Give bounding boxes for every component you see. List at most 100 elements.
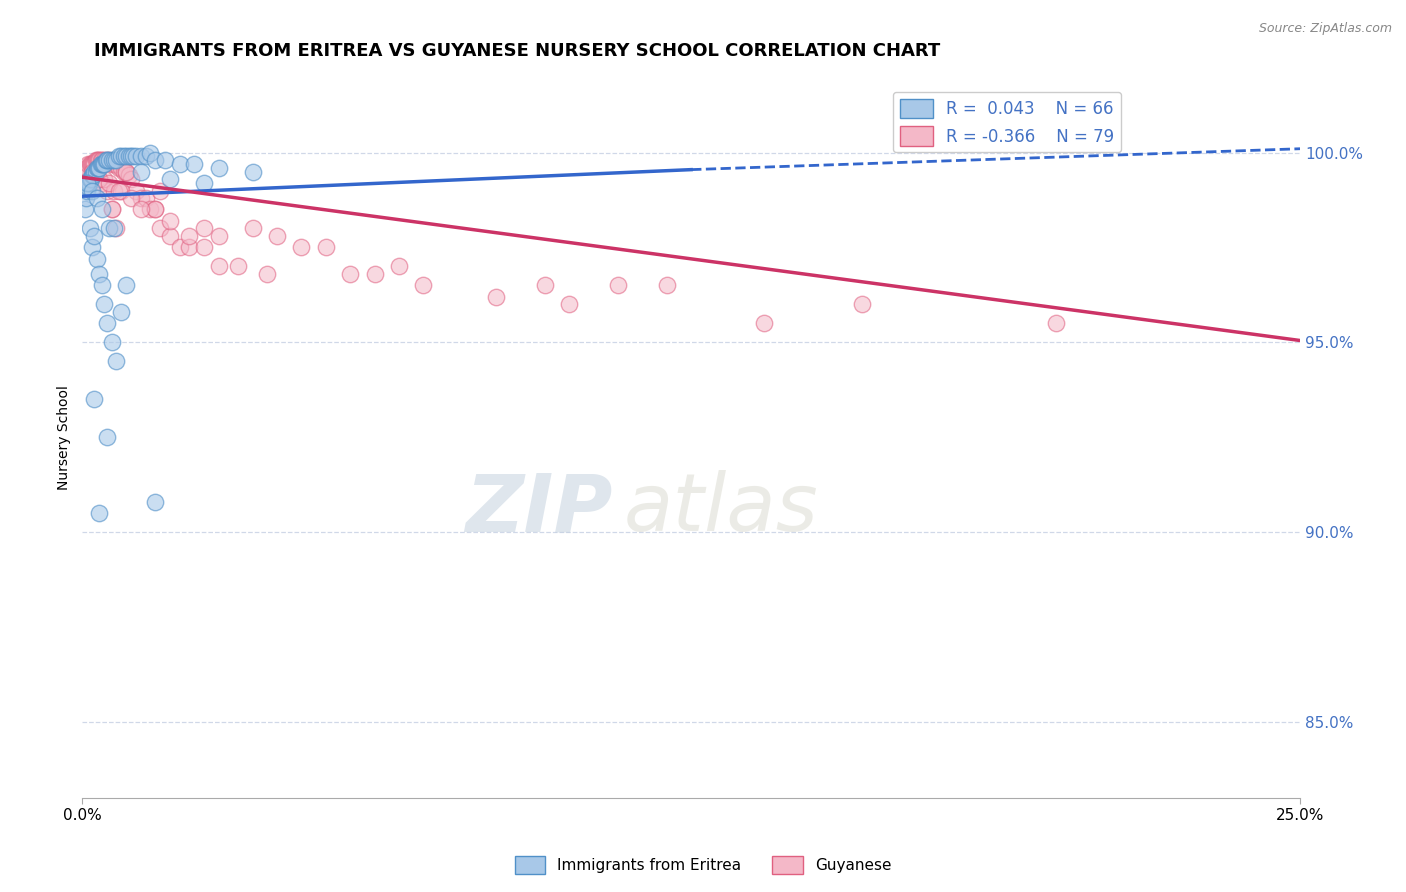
Point	[86, 191, 108, 205]
Legend: Immigrants from Eritrea, Guyanese: Immigrants from Eritrea, Guyanese	[509, 850, 897, 880]
Point	[90, 157, 112, 171]
Point	[77, 179, 100, 194]
Point	[242, 221, 264, 235]
Point	[105, 354, 128, 368]
Point	[79, 221, 101, 235]
Point	[75, 191, 97, 205]
Point	[87, 161, 110, 175]
Point	[83, 164, 105, 178]
Point	[76, 161, 98, 175]
Point	[96, 184, 118, 198]
Point	[93, 297, 115, 311]
Point	[120, 191, 142, 205]
Point	[89, 161, 111, 175]
Point	[93, 153, 115, 168]
Point	[103, 184, 125, 198]
Point	[135, 191, 157, 205]
Point	[290, 240, 312, 254]
Point	[208, 161, 231, 175]
Point	[90, 202, 112, 217]
Point	[86, 164, 108, 178]
Point	[143, 202, 166, 217]
Point	[143, 202, 166, 217]
Point	[80, 157, 103, 171]
Point	[110, 184, 132, 198]
Point	[110, 149, 132, 163]
Point	[89, 153, 111, 168]
Point	[139, 202, 162, 217]
Point	[98, 153, 121, 168]
Point	[754, 317, 776, 331]
Text: Source: ZipAtlas.com: Source: ZipAtlas.com	[1258, 22, 1392, 36]
Point	[96, 153, 118, 168]
Point	[115, 164, 138, 178]
Point	[89, 506, 111, 520]
Point	[159, 214, 181, 228]
Point	[103, 221, 125, 235]
Point	[129, 149, 152, 163]
Point	[139, 145, 162, 160]
Point	[76, 184, 98, 198]
Point	[82, 157, 104, 171]
Point	[73, 164, 96, 178]
Point	[122, 149, 145, 163]
Point	[90, 157, 112, 171]
Point	[84, 164, 107, 178]
Y-axis label: Nursery School: Nursery School	[58, 384, 72, 490]
Point	[86, 252, 108, 266]
Point	[1045, 317, 1067, 331]
Point	[149, 184, 172, 198]
Point	[412, 278, 434, 293]
Point	[208, 260, 231, 274]
Point	[80, 172, 103, 186]
Point	[120, 149, 142, 163]
Point	[485, 290, 508, 304]
Point	[110, 305, 132, 319]
Point	[75, 161, 97, 175]
Point	[87, 153, 110, 168]
Point	[91, 157, 114, 171]
Point	[73, 202, 96, 217]
Point	[79, 172, 101, 186]
Point	[169, 157, 191, 171]
Text: atlas: atlas	[624, 470, 818, 549]
Point	[83, 229, 105, 244]
Point	[534, 278, 557, 293]
Point	[96, 153, 118, 168]
Point	[86, 161, 108, 175]
Point	[607, 278, 630, 293]
Point	[108, 161, 131, 175]
Point	[112, 149, 135, 163]
Point	[193, 221, 215, 235]
Point	[256, 267, 278, 281]
Point	[83, 157, 105, 171]
Point	[100, 202, 122, 217]
Point	[193, 240, 215, 254]
Point	[115, 278, 138, 293]
Point	[169, 240, 191, 254]
Point	[179, 229, 201, 244]
Point	[110, 161, 132, 175]
Point	[159, 172, 181, 186]
Point	[179, 240, 201, 254]
Point	[100, 153, 122, 168]
Point	[339, 267, 361, 281]
Point	[105, 221, 128, 235]
Point	[129, 191, 152, 205]
Point	[90, 153, 112, 168]
Point	[80, 157, 103, 171]
Point	[120, 172, 142, 186]
Point	[125, 149, 148, 163]
Legend: R =  0.043    N = 66, R = -0.366    N = 79: R = 0.043 N = 66, R = -0.366 N = 79	[893, 92, 1121, 153]
Point	[105, 157, 128, 171]
Point	[100, 157, 122, 171]
Point	[82, 169, 104, 183]
Point	[105, 153, 128, 168]
Point	[183, 157, 205, 171]
Point	[83, 392, 105, 407]
Point	[93, 172, 115, 186]
Point	[100, 202, 122, 217]
Point	[242, 164, 264, 178]
Point	[115, 164, 138, 178]
Point	[388, 260, 411, 274]
